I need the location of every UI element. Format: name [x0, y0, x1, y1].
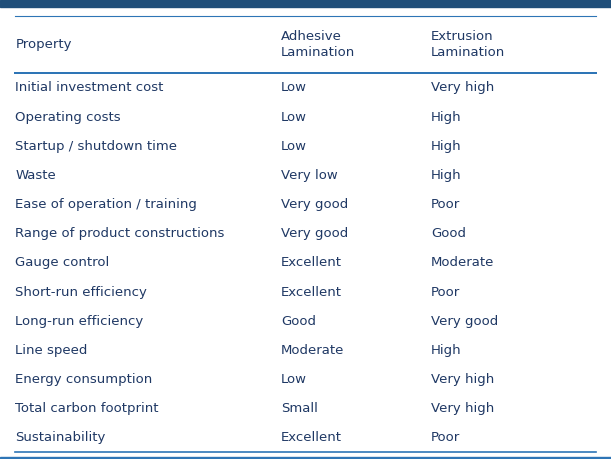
Text: Moderate: Moderate [431, 257, 494, 269]
Text: Very high: Very high [431, 402, 494, 415]
Text: Low: Low [281, 140, 307, 153]
Text: Very high: Very high [431, 373, 494, 386]
Text: Ease of operation / training: Ease of operation / training [15, 198, 197, 211]
Text: Property: Property [15, 38, 71, 50]
Text: Small: Small [281, 402, 318, 415]
Text: Operating costs: Operating costs [15, 111, 121, 123]
Text: Excellent: Excellent [281, 285, 342, 299]
Text: Good: Good [281, 315, 316, 328]
Text: High: High [431, 140, 461, 153]
Text: Excellent: Excellent [281, 257, 342, 269]
Text: Startup / shutdown time: Startup / shutdown time [15, 140, 177, 153]
Text: Poor: Poor [431, 285, 460, 299]
Text: Gauge control: Gauge control [15, 257, 109, 269]
Text: Low: Low [281, 373, 307, 386]
Text: High: High [431, 344, 461, 357]
Text: Poor: Poor [431, 431, 460, 444]
Text: Short-run efficiency: Short-run efficiency [15, 285, 147, 299]
Text: Adhesive
Lamination: Adhesive Lamination [281, 30, 356, 59]
Bar [0, 0, 611, 7]
Bar [0, 457, 611, 459]
Text: Long-run efficiency: Long-run efficiency [15, 315, 144, 328]
Text: Moderate: Moderate [281, 344, 345, 357]
Text: High: High [431, 111, 461, 123]
Text: Low: Low [281, 81, 307, 95]
Text: Very good: Very good [281, 198, 348, 211]
Text: Initial investment cost: Initial investment cost [15, 81, 164, 95]
Text: Waste: Waste [15, 169, 56, 182]
Text: Very good: Very good [431, 315, 498, 328]
Text: Low: Low [281, 111, 307, 123]
Text: Good: Good [431, 227, 466, 240]
Text: Poor: Poor [431, 198, 460, 211]
Text: High: High [431, 169, 461, 182]
Text: Range of product constructions: Range of product constructions [15, 227, 225, 240]
Text: Line speed: Line speed [15, 344, 87, 357]
Text: Total carbon footprint: Total carbon footprint [15, 402, 159, 415]
Text: Energy consumption: Energy consumption [15, 373, 153, 386]
Text: Very good: Very good [281, 227, 348, 240]
Text: Very low: Very low [281, 169, 338, 182]
Text: Extrusion
Lamination: Extrusion Lamination [431, 30, 505, 59]
Text: Very high: Very high [431, 81, 494, 95]
Text: Excellent: Excellent [281, 431, 342, 444]
Text: Sustainability: Sustainability [15, 431, 106, 444]
